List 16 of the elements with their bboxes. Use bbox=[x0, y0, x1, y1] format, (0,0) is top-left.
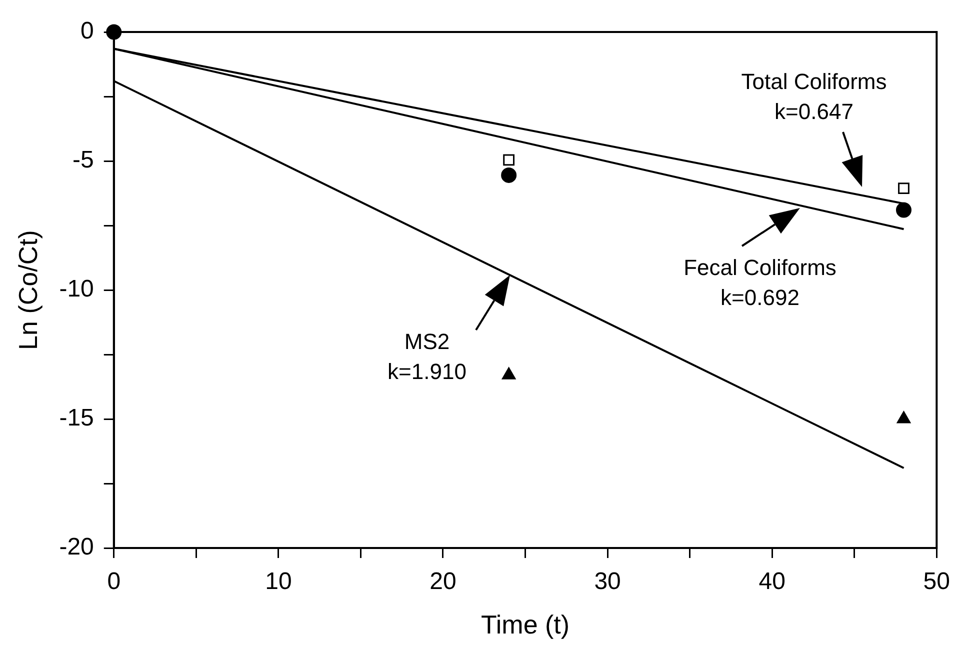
x-tick-label: 40 bbox=[758, 568, 786, 596]
x-tick-label: 30 bbox=[594, 568, 621, 596]
y-axis-title: Ln (Co/Ct) bbox=[12, 230, 43, 350]
y-tick-label: -10 bbox=[59, 276, 94, 303]
y-tick-label: -20 bbox=[59, 534, 94, 561]
x-tick-label: 10 bbox=[265, 568, 292, 596]
x-tick-label: 20 bbox=[430, 568, 456, 596]
x-tick-label: 50 bbox=[923, 568, 950, 596]
x-tick-label: 0 bbox=[107, 568, 121, 596]
annotation: Fecal Coliforms k=0.692 bbox=[684, 255, 836, 310]
y-tick-label: 0 bbox=[80, 18, 94, 45]
annotation: MS2 k=1.910 bbox=[388, 329, 466, 384]
x-axis-title: Time (t) bbox=[480, 610, 570, 640]
y-tick-label: -5 bbox=[72, 146, 94, 174]
annotation: Total Coliforms k=0.647 bbox=[741, 69, 887, 124]
y-tick-label: -15 bbox=[59, 404, 94, 432]
